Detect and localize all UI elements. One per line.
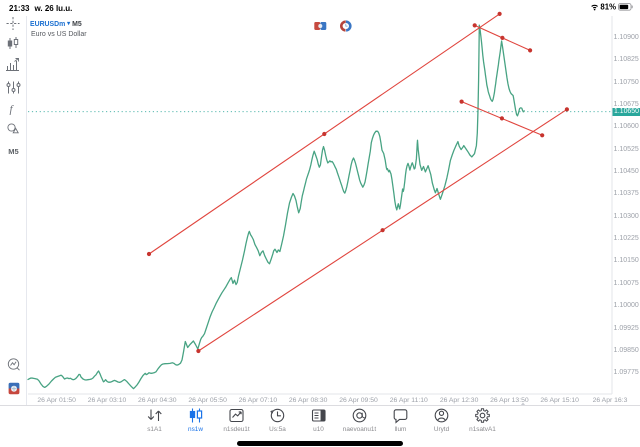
svg-text:f: f — [10, 104, 15, 116]
svg-text:81%: 81% — [600, 3, 616, 12]
